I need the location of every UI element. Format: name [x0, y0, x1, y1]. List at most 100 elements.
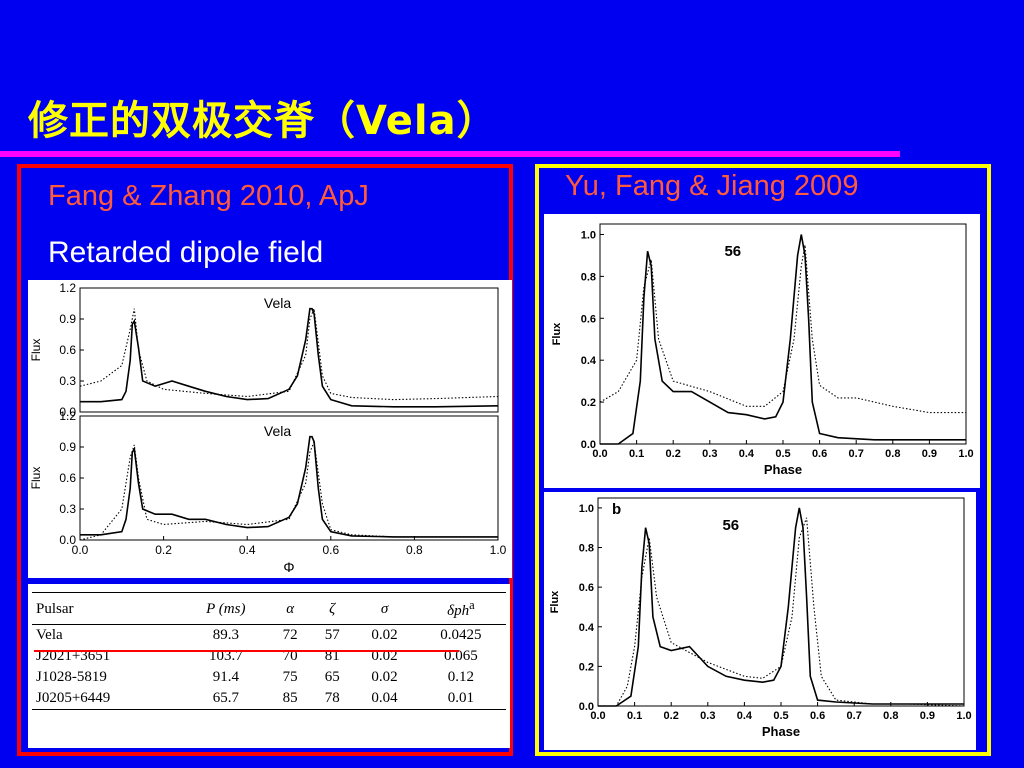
table-cell: 0.12 [447, 669, 475, 685]
x-tick-label: 0.0 [590, 710, 605, 722]
y-tick-label: 1.0 [579, 503, 594, 515]
x-tick-label: 0.3 [702, 448, 717, 460]
table-cell: 78 [311, 688, 354, 710]
x-axis-label: Φ [283, 559, 294, 575]
table-cell: J1028-5819 [36, 669, 107, 685]
x-tick-label: 0.5 [775, 448, 790, 460]
series-line-solid [80, 435, 498, 538]
table-cell: 0.02 [371, 627, 398, 643]
x-tick-label: 1.0 [490, 543, 507, 557]
table-cell: 57 [324, 627, 340, 643]
x-tick-label: 0.9 [920, 710, 935, 722]
y-tick-label: 0.3 [59, 502, 76, 516]
x-tick-label: 0.6 [812, 448, 827, 460]
series-line-solid [600, 234, 966, 445]
x-tick-label: 0.0 [592, 448, 607, 460]
title-divider [0, 151, 900, 157]
plot-title: Vela [264, 295, 291, 311]
table-row: J1028-5819 91.4 75 65 0.02 0.12 [32, 667, 506, 688]
col-header: P (ms) [182, 592, 270, 625]
x-tick-label: 1.0 [956, 710, 971, 722]
y-tick-label: 0.9 [59, 312, 76, 326]
x-tick-label: 0.7 [849, 448, 864, 460]
col-header: δpha [415, 592, 506, 625]
table-cell: J0205+6449 [32, 688, 183, 710]
figure-right-bottom-svg: 0.0 0.2 0.4 0.6 0.8 1.0 0.0 0.1 0.2 0.3 0.4 0.5 0.6 0… [549, 497, 972, 739]
x-tick-label: 0.0 [72, 543, 89, 557]
pulsar-table-panel: Pulsar P (ms) α ζ σ δpha Vela 89.3 72 57… [28, 584, 510, 748]
y-tick-label: 0.6 [59, 471, 76, 485]
plot-annotation: 56 [722, 517, 739, 534]
col-header-text: α [286, 600, 295, 617]
table-cell: 81 [324, 648, 340, 664]
table-cell: 0.02 [371, 648, 398, 664]
x-tick-label: 0.4 [739, 448, 755, 460]
series-line-dotted [79, 439, 498, 541]
y-tick-label: 0.8 [581, 271, 596, 283]
x-axis-label: Phase [762, 724, 800, 739]
table-header-row: Pulsar P (ms) α ζ σ δpha [32, 592, 506, 625]
col-header-text: δph [447, 603, 470, 619]
x-tick-label: 0.6 [322, 543, 339, 557]
col-header: Pulsar [32, 592, 183, 625]
y-axis-label: Flux [549, 590, 561, 613]
x-tick-label: 0.6 [810, 710, 825, 722]
col-header-text: σ [380, 600, 389, 617]
y-tick-label: 0.0 [579, 701, 594, 713]
x-tick-label: 0.2 [155, 543, 172, 557]
plot-annotation: 56 [724, 243, 741, 260]
table-cell: 0.065 [444, 648, 478, 664]
col-header-text: P (ms) [206, 600, 246, 617]
y-tick-label: 0.2 [581, 397, 596, 409]
y-tick-label: 0.0 [581, 439, 596, 451]
y-tick-label: 1.0 [581, 229, 596, 241]
figure-right-top-svg: 0.0 0.2 0.4 0.6 0.8 1.0 0.0 0.1 0.2 0.3 0.4 0.5 0.6 0… [551, 223, 974, 477]
plot-title: Vela [264, 423, 291, 439]
table-cell: 91.4 [212, 669, 239, 685]
col-header-superscript: a [469, 598, 475, 612]
x-tick-label: 0.1 [627, 710, 642, 722]
col-header: σ [353, 592, 416, 625]
y-tick-label: 0.6 [581, 313, 596, 325]
x-tick-label: 0.4 [737, 710, 753, 722]
col-header-text: ζ [329, 600, 336, 617]
y-axis-label: Flux [551, 322, 563, 345]
y-tick-label: 0.8 [579, 543, 594, 555]
figure-right-bottom: 0.0 0.2 0.4 0.6 0.8 1.0 0.0 0.1 0.2 0.3 0.4 0.5 0.6 0… [544, 492, 976, 750]
series-line-solid [598, 507, 964, 707]
vela-row-underline [34, 650, 459, 652]
x-axis-label: Phase [764, 462, 802, 477]
x-tick-label: 0.4 [239, 543, 256, 557]
table-cell: 0.01 [415, 688, 506, 710]
x-tick-label: 1.0 [958, 448, 973, 460]
table-row: J2021+3651 103.7 70 81 0.02 0.065 [32, 646, 506, 667]
y-tick-label: 0.6 [59, 343, 76, 357]
x-tick-label: 0.9 [922, 448, 937, 460]
series-line-dotted [599, 244, 966, 414]
right-frame [535, 164, 991, 756]
y-tick-label: 0.4 [579, 622, 595, 634]
y-axis-label: Flux [29, 467, 43, 490]
table-cell: 70 [282, 648, 298, 664]
series-line-dotted [79, 306, 499, 401]
slide-title: 修正的双极交脊（Vela） [28, 98, 498, 144]
col-header: α [269, 592, 312, 625]
figure-left-svg: 0.00.30.60.91.2FluxVela0.00.30.60.91.20.… [29, 281, 507, 575]
left-citation: Fang & Zhang 2010, ApJ [48, 180, 369, 212]
series-line-dotted [598, 517, 965, 707]
x-tick-label: 0.8 [885, 448, 900, 460]
y-tick-label: 0.2 [579, 661, 594, 673]
y-tick-label: 0.3 [59, 374, 76, 388]
y-tick-label: 1.2 [59, 409, 76, 423]
table-cell: 0.0425 [440, 627, 482, 643]
table-row: J0205+6449 65.7 85 78 0.04 0.01 [32, 688, 506, 710]
table-cell: 0.02 [371, 669, 398, 685]
x-tick-label: 0.1 [629, 448, 644, 460]
y-tick-label: 1.2 [59, 281, 76, 295]
figure-left: 0.0 0.3 0.6 0.9 1.2 Flux Vela 0.0 0.3 0.6 0.9 1.2 0.… [28, 280, 512, 578]
x-tick-label: 0.2 [666, 448, 681, 460]
table-cell: 65.7 [182, 688, 270, 710]
col-header: ζ [311, 592, 354, 625]
right-citation: Yu, Fang & Jiang 2009 [565, 170, 859, 202]
pulsar-table: Pulsar P (ms) α ζ σ δpha Vela 89.3 72 57… [32, 592, 506, 710]
